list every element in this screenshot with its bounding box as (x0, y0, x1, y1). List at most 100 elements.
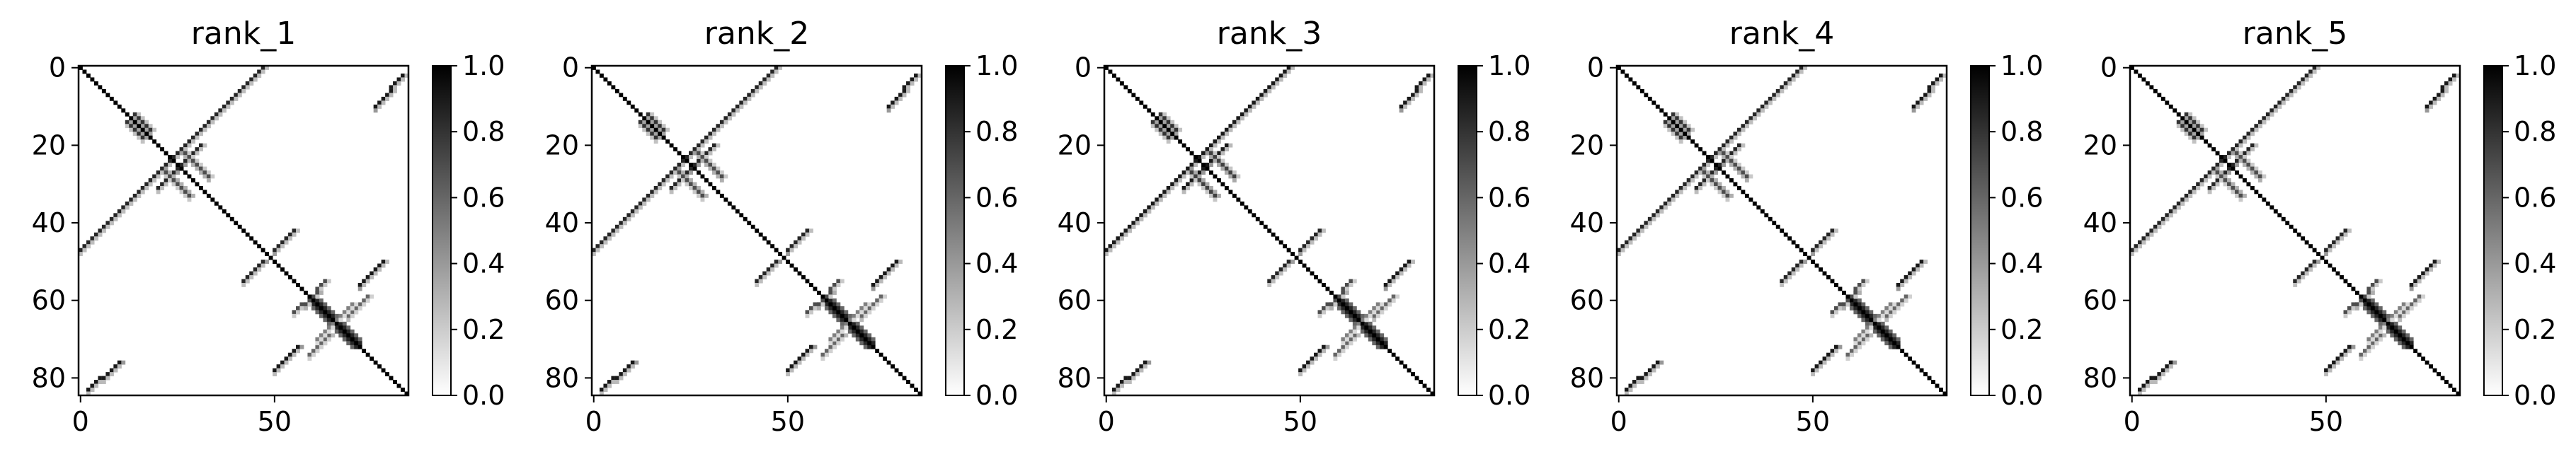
heatmap-cell (2184, 124, 2189, 129)
heatmap-cell (794, 360, 798, 365)
heatmap-cell (1857, 341, 1862, 346)
heatmap-cell (132, 197, 137, 202)
heatmap-cell (311, 298, 316, 303)
colorbar-tick-label: 0.4 (1488, 248, 1530, 279)
heatmap-cell (2160, 96, 2165, 101)
heatmap-cell (789, 368, 794, 373)
heatmap-cell (2296, 81, 2301, 86)
heatmap-cell (1162, 127, 1167, 132)
heatmap-cell (1135, 372, 1140, 376)
heatmap-cell (1694, 174, 1699, 179)
heatmap-cell (307, 352, 312, 357)
heatmap-cell (2173, 108, 2177, 113)
heatmap-cell (2254, 174, 2259, 179)
heatmap-cell (1857, 333, 1862, 338)
heatmap-cell (630, 213, 635, 218)
heatmap-cell (1298, 372, 1303, 376)
heatmap-cell (719, 174, 724, 179)
heatmap-cell (1403, 100, 1408, 105)
heatmap-cell (1888, 329, 1893, 334)
heatmap-cell (1158, 197, 1163, 202)
heatmap-cell (1325, 306, 1330, 311)
heatmap-cell (206, 170, 211, 175)
heatmap-cell (1232, 124, 1237, 129)
heatmap-cell (82, 69, 87, 74)
heatmap-cell (288, 236, 292, 241)
heatmap-cell (1344, 337, 1349, 342)
colorbar-tick-label: 0.2 (975, 314, 1018, 345)
heatmap-cell (1900, 298, 1905, 303)
heatmap-cell (719, 193, 724, 198)
heatmap-cell (156, 174, 161, 179)
heatmap-cell (2160, 368, 2165, 373)
heatmap-cell (1344, 310, 1349, 315)
heatmap-cell (273, 248, 277, 253)
heatmap-cell (1768, 100, 1773, 105)
heatmap-cell (1814, 244, 1819, 249)
heatmap-cell (2409, 306, 2414, 311)
heatmap-cell (288, 352, 292, 357)
heatmap-cell (2173, 205, 2177, 210)
heatmap-cell (377, 364, 382, 369)
heatmap-cell (692, 166, 697, 171)
heatmap-cell (1356, 310, 1361, 315)
heatmap-cell (2398, 341, 2403, 346)
heatmap-cell (1694, 143, 1699, 148)
heatmap-cell (824, 298, 829, 303)
heatmap-cell (140, 124, 145, 129)
heatmap-cell (144, 182, 149, 187)
heatmap-cell (2250, 166, 2255, 171)
heatmap-cell (2370, 286, 2375, 291)
heatmap-cell (883, 275, 888, 279)
heatmap-cell (1407, 368, 1412, 373)
heatmap-title: rank_2 (704, 16, 809, 52)
heatmap-cell (373, 108, 378, 113)
heatmap-cell (1155, 116, 1160, 121)
heatmap-cell (2456, 73, 2461, 78)
heatmap-cell (1811, 372, 1815, 376)
heatmap-cell (2456, 391, 2461, 396)
heatmap-cell (2370, 341, 2375, 346)
heatmap-cell (315, 341, 320, 346)
heatmap-cell (658, 132, 663, 137)
heatmap-cell (723, 197, 728, 202)
heatmap-cell (2157, 93, 2162, 98)
heatmap-cell (886, 360, 891, 365)
heatmap-cell (677, 182, 682, 187)
heatmap-cell (867, 344, 872, 349)
heatmap-cell (1209, 190, 1213, 195)
heatmap-cell (758, 279, 763, 284)
heatmap-cell (2398, 318, 2403, 323)
heatmap-cell (2304, 77, 2309, 82)
heatmap-cell (346, 337, 351, 342)
heatmap-cell (1865, 337, 1870, 342)
heatmap-cell (1857, 313, 1862, 318)
heatmap-cell (1216, 158, 1221, 163)
heatmap-cell (2196, 182, 2201, 187)
heatmap-cell (755, 283, 760, 287)
heatmap-cell (685, 174, 689, 179)
heatmap-cell (187, 190, 192, 195)
heatmap-cell (101, 376, 106, 381)
heatmap-cell (700, 174, 705, 179)
heatmap-cell (2335, 356, 2340, 361)
heatmap-cell (626, 368, 631, 373)
heatmap-cell (1741, 170, 1746, 175)
heatmap-cell (622, 96, 627, 101)
heatmap-cell (2215, 174, 2220, 179)
heatmap-cell (179, 185, 184, 190)
heatmap-cell (1617, 66, 1621, 70)
heatmap-cell (1861, 310, 1866, 315)
heatmap-cell (1336, 349, 1341, 354)
heatmap-cell (2160, 372, 2165, 376)
heatmap-cell (782, 255, 786, 260)
heatmap-cell (1341, 298, 1346, 303)
heatmap-cell (1356, 313, 1361, 318)
heatmap-cell (315, 294, 320, 299)
heatmap-cell (809, 344, 813, 349)
heatmap-cell (2308, 263, 2313, 268)
heatmap-cell (140, 185, 145, 190)
heatmap-cell (750, 93, 755, 98)
heatmap-cell (1780, 228, 1785, 233)
heatmap-cell (1919, 260, 1924, 264)
